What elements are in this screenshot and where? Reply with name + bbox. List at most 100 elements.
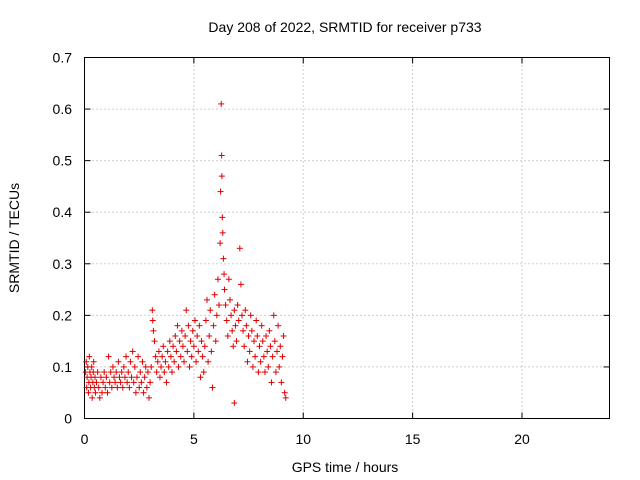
data-point bbox=[114, 384, 121, 391]
tick-layer: 0 5 10 15 20 0 0.1 0.2 0.3 0.4 0.5 0.6 0.7 bbox=[53, 50, 610, 447]
data-point bbox=[214, 276, 221, 283]
data-point bbox=[219, 214, 226, 221]
data-point bbox=[83, 358, 90, 365]
data-point bbox=[121, 374, 128, 381]
data-point bbox=[135, 353, 142, 360]
y-tick-label: 0.4 bbox=[53, 204, 73, 220]
data-point bbox=[137, 369, 144, 376]
data-point bbox=[167, 353, 174, 360]
data-point bbox=[166, 338, 173, 345]
data-point bbox=[161, 369, 168, 376]
data-point bbox=[234, 302, 241, 309]
data-point bbox=[213, 312, 220, 319]
data-point bbox=[119, 384, 126, 391]
x-tick-label: 5 bbox=[190, 431, 198, 447]
data-point bbox=[272, 369, 279, 376]
data-point bbox=[123, 353, 130, 360]
data-point bbox=[231, 307, 238, 314]
data-point bbox=[276, 363, 283, 370]
data-point bbox=[117, 379, 124, 386]
data-point bbox=[244, 358, 251, 365]
data-point bbox=[208, 348, 215, 355]
data-point bbox=[217, 240, 224, 247]
data-point bbox=[199, 353, 206, 360]
data-point bbox=[221, 271, 228, 278]
data-point bbox=[102, 384, 109, 391]
y-tick-label: 0.3 bbox=[53, 256, 73, 272]
data-point bbox=[148, 363, 155, 370]
data-point bbox=[187, 338, 194, 345]
data-point bbox=[134, 374, 140, 381]
y-tick-label: 0.6 bbox=[53, 101, 73, 117]
y-tick-label: 0 bbox=[64, 411, 72, 427]
data-point bbox=[186, 363, 193, 370]
data-point bbox=[177, 353, 184, 360]
points-layer bbox=[82, 100, 289, 407]
data-point bbox=[93, 379, 100, 386]
chart-title: Day 208 of 2022, SRMTID for receiver p73… bbox=[208, 19, 481, 35]
data-point bbox=[188, 353, 195, 360]
data-point bbox=[196, 322, 203, 329]
data-point bbox=[151, 338, 158, 345]
data-point bbox=[218, 152, 225, 159]
data-point bbox=[92, 374, 98, 381]
data-point bbox=[126, 384, 133, 391]
data-point bbox=[198, 338, 205, 345]
data-point bbox=[103, 374, 110, 381]
data-point bbox=[152, 353, 159, 360]
data-point bbox=[281, 389, 288, 396]
data-point bbox=[113, 369, 120, 376]
data-point bbox=[253, 317, 260, 324]
data-point bbox=[225, 276, 232, 283]
data-point bbox=[164, 348, 171, 355]
data-point bbox=[219, 229, 226, 236]
data-point bbox=[202, 317, 209, 324]
grid-layer bbox=[84, 57, 610, 419]
data-point bbox=[120, 363, 127, 370]
data-point bbox=[232, 322, 239, 329]
data-point bbox=[269, 353, 276, 360]
data-point bbox=[174, 322, 181, 329]
data-point bbox=[96, 394, 103, 401]
data-point bbox=[169, 369, 175, 376]
data-point bbox=[156, 374, 163, 381]
data-point bbox=[193, 358, 200, 365]
data-point bbox=[85, 389, 92, 396]
data-point bbox=[267, 343, 274, 350]
data-point bbox=[160, 343, 167, 350]
data-point bbox=[176, 338, 183, 345]
data-point bbox=[178, 327, 185, 334]
y-tick-label: 0.2 bbox=[53, 307, 73, 323]
y-tick-label: 0.1 bbox=[53, 359, 73, 375]
data-point bbox=[158, 363, 165, 370]
data-point bbox=[185, 322, 192, 329]
data-point bbox=[172, 332, 179, 339]
plot-frame bbox=[84, 57, 610, 419]
data-point bbox=[124, 379, 131, 386]
data-point bbox=[175, 363, 182, 370]
data-point bbox=[131, 363, 138, 370]
data-point bbox=[248, 327, 255, 334]
data-point bbox=[149, 317, 156, 324]
data-point bbox=[282, 394, 289, 401]
data-point bbox=[251, 338, 258, 345]
data-point bbox=[99, 389, 105, 396]
data-point bbox=[217, 188, 224, 195]
data-point bbox=[229, 327, 236, 334]
data-point bbox=[95, 384, 102, 391]
data-point bbox=[254, 332, 261, 339]
data-point bbox=[125, 369, 132, 376]
data-point bbox=[247, 312, 254, 319]
data-point bbox=[128, 374, 135, 381]
data-point bbox=[210, 322, 217, 329]
data-point bbox=[266, 327, 273, 334]
data-point bbox=[132, 389, 139, 396]
data-point bbox=[256, 343, 263, 350]
x-tick-label: 0 bbox=[81, 431, 89, 447]
data-point bbox=[141, 374, 148, 381]
data-point bbox=[94, 369, 101, 376]
x-tick-label: 15 bbox=[405, 431, 421, 447]
data-point bbox=[150, 327, 157, 334]
data-point bbox=[162, 358, 169, 365]
